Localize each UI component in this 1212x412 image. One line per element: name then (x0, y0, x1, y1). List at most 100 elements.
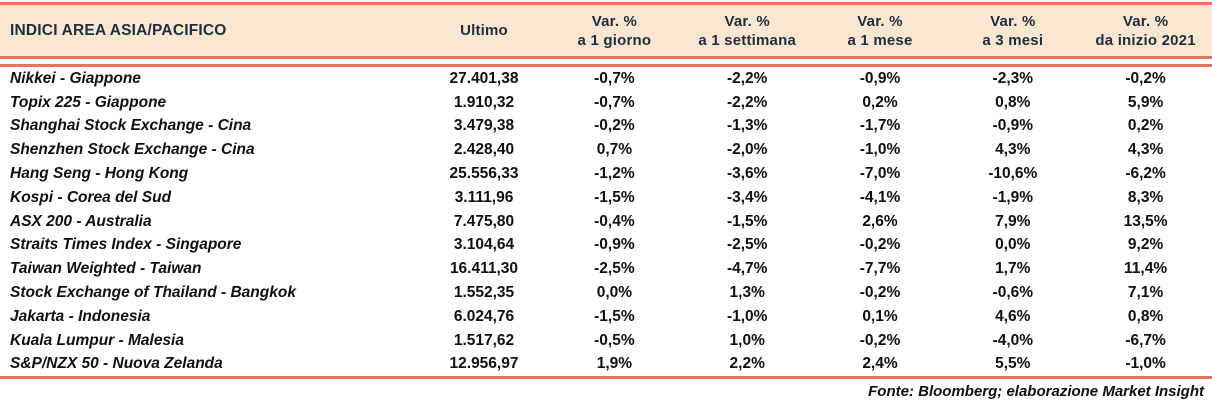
var-inizio-2021-cell: 11,4% (1124, 260, 1168, 278)
column-header-var-label: Var. % (724, 12, 770, 30)
ultimo-value-cell: 2.428,40 (453, 141, 515, 159)
var-3-mesi-cell: 0,0% (995, 236, 1031, 254)
var-3-mesi-cell: 1,7% (995, 260, 1031, 278)
var-1-mese-cell: -1,7% (859, 117, 901, 135)
ultimo-value-cell: 3.479,38 (453, 117, 515, 135)
column-header-var-label: Var. % (857, 12, 903, 30)
var-1-mese-cell: -7,0% (859, 165, 901, 183)
var-1-settimana-cell: 1,0% (729, 331, 765, 349)
var-1-giorno-cell: 0,0% (596, 284, 633, 302)
column-header-var-inizio-2021: Var. % da inizio 2021 (1079, 12, 1212, 50)
index-name-cell: S&P/NZX 50 - Nuova Zelanda (10, 355, 223, 373)
var-1-settimana-cell: -3,6% (726, 165, 768, 183)
var-1-settimana-cell: -4,7% (726, 260, 768, 278)
table-row: Shenzhen Stock Exchange - Cina 2.428,40 0,… (0, 138, 1212, 162)
var-inizio-2021-cell: -1,0% (1125, 355, 1166, 373)
index-name-cell: Stock Exchange of Thailand - Bangkok (10, 284, 296, 302)
var-3-mesi-cell: -10,6% (988, 165, 1038, 183)
index-name-cell: Kospi - Corea del Sud (10, 188, 172, 206)
index-name-cell: Kuala Lumpur - Malesia (10, 331, 184, 349)
var-3-mesi-cell: 7,9% (995, 212, 1031, 230)
table-row: Jakarta - Indonesia 6.024,76 -1,5% -1,0% 0,1… (0, 305, 1212, 329)
var-inizio-2021-cell: 9,2% (1127, 236, 1164, 254)
var-1-giorno-cell: 1,9% (596, 355, 633, 373)
var-inizio-2021-cell: 0,8% (1127, 307, 1164, 325)
column-header-ultimo: Ultimo (460, 22, 508, 39)
index-name-cell: Shenzhen Stock Exchange - Cina (10, 141, 255, 159)
table-row: Shanghai Stock Exchange - Cina 3.479,38 -0… (0, 115, 1212, 139)
var-1-mese-cell: -0,2% (859, 331, 901, 349)
ultimo-value-cell: 12.956,97 (449, 355, 519, 373)
var-1-mese-cell: -0,2% (859, 284, 901, 302)
column-header-period-label: a 1 settimana (698, 31, 797, 49)
var-inizio-2021-cell: -0,2% (1125, 69, 1166, 87)
table-row: Hang Seng - Hong Kong 25.556,33 -1,2% -3,6%… (0, 162, 1212, 186)
index-name-cell: ASX 200 - Australia (10, 212, 152, 230)
ultimo-value-cell: 7.475,80 (453, 212, 515, 230)
ultimo-value-cell: 1.552,35 (453, 284, 515, 302)
var-3-mesi-cell: -4,0% (992, 331, 1034, 349)
var-1-giorno-cell: -0,7% (594, 93, 635, 111)
var-1-giorno-cell: -1,2% (594, 165, 635, 183)
table-row: Kospi - Corea del Sud 3.111,96 -1,5% -3,4% -… (0, 186, 1212, 210)
var-inizio-2021-cell: -6,7% (1125, 331, 1166, 349)
column-header-var-label: Var. % (591, 12, 638, 30)
column-header-period-label: da inizio 2021 (1095, 31, 1196, 49)
var-1-settimana-cell: -1,0% (726, 307, 768, 325)
table-row: Straits Times Index - Singapore 3.104,64 -… (0, 234, 1212, 258)
ultimo-value-cell: 1.517,62 (453, 331, 515, 349)
table-row: Topix 225 - Giappone 1.910,32 -0,7% -2,2% 0,… (0, 91, 1212, 115)
index-name-cell: Jakarta - Indonesia (10, 307, 151, 325)
column-header-period-label: a 1 mese (847, 31, 913, 49)
ultimo-value-cell: 6.024,76 (453, 307, 515, 325)
column-header-var-1-giorno: Var. % a 1 giorno (548, 12, 681, 50)
var-1-settimana-cell: -2,2% (726, 93, 768, 111)
table-header-row: INDICI AREA ASIA/PACIFICO Ultimo Var. % … (0, 2, 1212, 59)
ultimo-value-cell: 3.111,96 (454, 188, 514, 206)
table-row: S&P/NZX 50 - Nuova Zelanda 12.956,97 1,9% 2… (0, 353, 1212, 377)
column-header-var-1-mese: Var. % a 1 mese (814, 12, 947, 50)
var-1-giorno-cell: -1,5% (594, 307, 635, 325)
ultimo-value-cell: 1.910,32 (453, 93, 515, 111)
table-row: Kuala Lumpur - Malesia 1.517,62 -0,5% 1,0% -… (0, 329, 1212, 353)
var-inizio-2021-cell: 4,3% (1127, 141, 1164, 159)
column-header-period-label: a 3 mesi (982, 31, 1044, 49)
header-double-rule (0, 64, 1212, 67)
var-1-mese-cell: -4,1% (859, 188, 901, 206)
var-1-giorno-cell: -2,5% (594, 260, 635, 278)
var-1-settimana-cell: -2,2% (726, 69, 768, 87)
var-inizio-2021-cell: 0,2% (1127, 117, 1164, 135)
var-1-giorno-cell: -0,9% (594, 236, 635, 254)
ultimo-value-cell: 3.104,64 (453, 236, 515, 254)
var-1-settimana-cell: -3,4% (726, 188, 768, 206)
table-row: Stock Exchange of Thailand - Bangkok 1.55… (0, 281, 1212, 305)
column-header-indices-title: INDICI AREA ASIA/PACIFICO (10, 22, 227, 39)
column-header-period-label: a 1 giorno (577, 31, 652, 49)
var-1-mese-cell: 0,1% (862, 307, 898, 325)
var-1-mese-cell: -7,7% (859, 260, 901, 278)
table-row: Nikkei - Giappone 27.401,38 -0,7% -2,2% -0,9… (0, 67, 1212, 91)
var-inizio-2021-cell: -6,2% (1125, 165, 1166, 183)
table-bottom-rule (0, 376, 1212, 380)
var-1-mese-cell: -1,0% (859, 141, 901, 159)
var-1-settimana-cell: -2,5% (726, 236, 768, 254)
var-inizio-2021-cell: 13,5% (1123, 212, 1168, 230)
column-header-var-3-mesi: Var. % a 3 mesi (946, 12, 1079, 50)
var-3-mesi-cell: 0,8% (995, 93, 1031, 111)
var-1-mese-cell: 2,6% (862, 212, 898, 230)
index-name-cell: Hang Seng - Hong Kong (10, 165, 189, 183)
header-rule-gap (0, 59, 1212, 64)
column-header-var-1-settimana: Var. % a 1 settimana (681, 12, 814, 50)
table-body: Nikkei - Giappone 27.401,38 -0,7% -2,2% -0,9… (0, 67, 1212, 376)
var-1-mese-cell: 2,4% (862, 355, 898, 373)
var-1-giorno-cell: -0,7% (594, 69, 635, 87)
var-1-settimana-cell: 1,3% (729, 284, 765, 302)
var-3-mesi-cell: -0,9% (992, 117, 1034, 135)
var-1-mese-cell: 0,2% (862, 93, 898, 111)
table-row: ASX 200 - Australia 7.475,80 -0,4% -1,5% 2,6… (0, 210, 1212, 234)
var-1-settimana-cell: 2,2% (729, 355, 765, 373)
index-name-cell: Straits Times Index - Singapore (10, 236, 242, 254)
var-1-mese-cell: -0,2% (859, 236, 901, 254)
column-header-var-label: Var. % (990, 12, 1036, 30)
table-row: Taiwan Weighted - Taiwan 16.411,30 -2,5% -4… (0, 257, 1212, 281)
